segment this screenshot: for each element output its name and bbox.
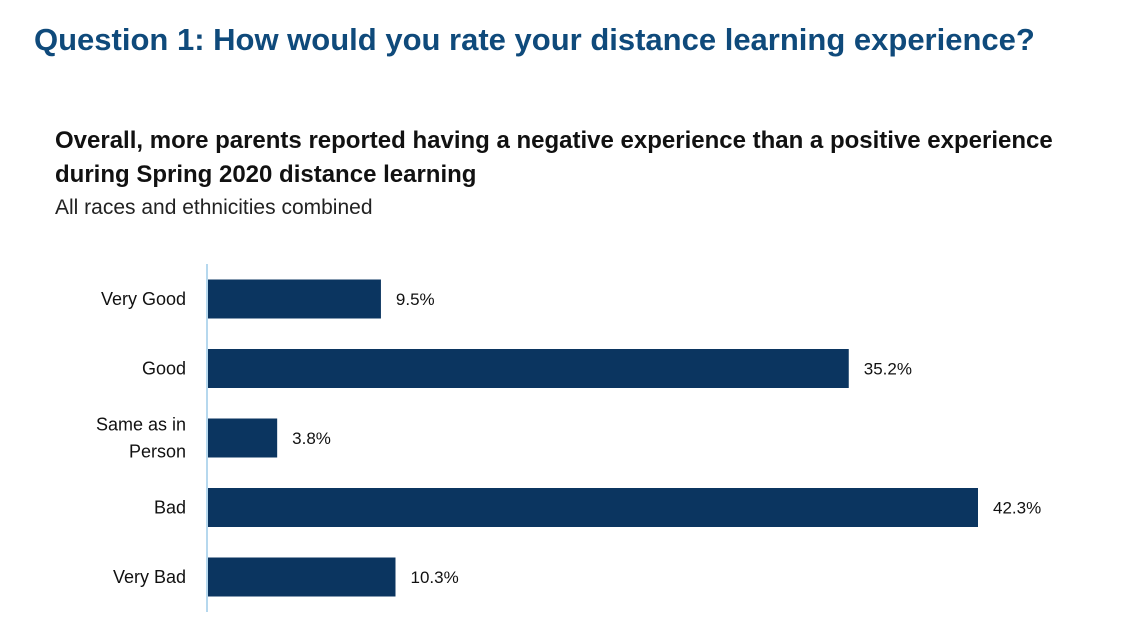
category-label-line: Very Good (101, 289, 186, 309)
category-label: Good (142, 359, 186, 379)
value-label: 42.3% (993, 499, 1041, 518)
value-label: 10.3% (410, 568, 458, 587)
category-label: Very Bad (113, 567, 186, 587)
value-label: 35.2% (864, 360, 912, 379)
category-label: Bad (154, 498, 186, 518)
category-label: Same as in Person (96, 415, 186, 462)
bar-bad (208, 488, 978, 527)
category-label-line: Good (142, 359, 186, 379)
category-label-line: Person (129, 442, 186, 462)
chart-headline: Overall, more parents reported having a … (55, 127, 1053, 188)
category-label: Very Good (101, 289, 186, 309)
chart-subtitle: All races and ethnicities combined (55, 196, 373, 219)
bar-same-as-in-person (208, 418, 278, 458)
value-label: 9.5% (396, 290, 435, 309)
category-label-line: Same as in (96, 415, 186, 435)
category-label-line: Bad (154, 498, 186, 518)
value-label: 3.8% (292, 429, 331, 448)
bar-good (208, 349, 849, 388)
category-label-line: Very Bad (113, 567, 186, 587)
slide-title: Question 1: How would you rate your dist… (34, 22, 1035, 57)
bar-very-good (208, 279, 381, 319)
bar-very-bad (208, 557, 396, 597)
